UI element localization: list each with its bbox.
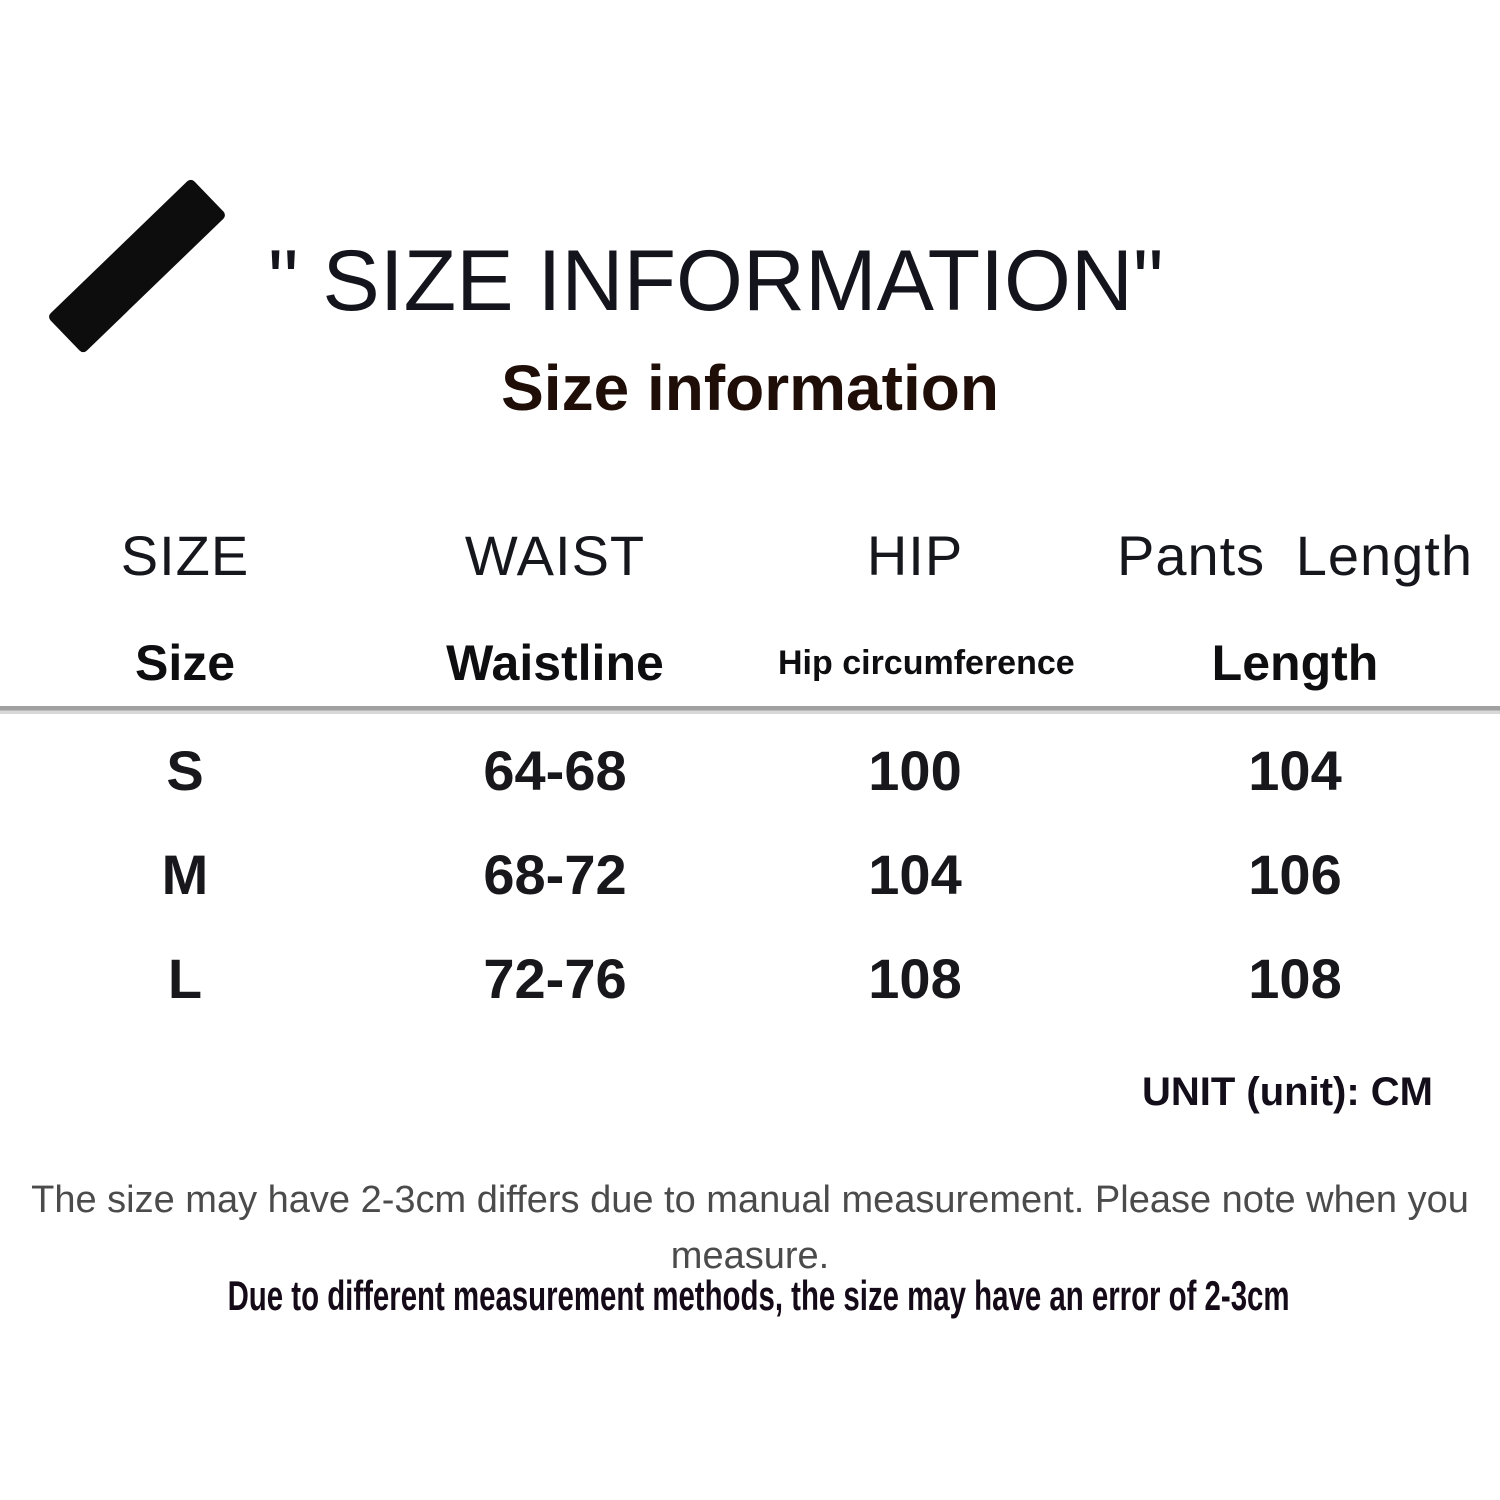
cell-size: M bbox=[161, 842, 209, 906]
table-body: S 64-68 100 104 M 68-72 104 106 L 72-76 … bbox=[0, 718, 1500, 1030]
cell-waist: 68-72 bbox=[483, 842, 627, 906]
column-label-size: Size bbox=[134, 635, 236, 691]
measurement-note-bold: Due to different measurement methods, th… bbox=[227, 1272, 1290, 1319]
cell-size: S bbox=[166, 738, 204, 802]
column-label-length: Length bbox=[1211, 635, 1379, 691]
column-header-waist-en: WAIST bbox=[464, 523, 646, 587]
table-row-l: L 72-76 108 108 bbox=[0, 926, 1500, 1030]
table-divider-line bbox=[0, 706, 1500, 714]
column-header-hip-en: HIP bbox=[866, 523, 964, 587]
page-title: " SIZE INFORMATION" bbox=[268, 233, 1164, 329]
table-row-s: S 64-68 100 104 bbox=[0, 718, 1500, 822]
column-header-size-en: SIZE bbox=[120, 523, 250, 587]
unit-note: UNIT (unit): CM bbox=[1141, 1070, 1433, 1114]
cell-hip: 104 bbox=[868, 842, 962, 906]
cell-length: 104 bbox=[1248, 738, 1342, 802]
measurement-note-bold-wrap: Due to different measurement methods, th… bbox=[0, 1272, 1500, 1320]
column-label-waistline: Waistline bbox=[446, 635, 664, 691]
table-header-row-label: Size Waistline Hip circumference Length bbox=[0, 618, 1500, 708]
table-row-m: M 68-72 104 106 bbox=[0, 822, 1500, 926]
cell-length: 108 bbox=[1248, 946, 1342, 1010]
measurement-note: The size may have 2-3cm differs due to m… bbox=[31, 1179, 1469, 1277]
column-header-pants-length-en: Pants Length bbox=[1116, 523, 1474, 587]
cell-size: L bbox=[167, 946, 203, 1010]
table-header-row-en: SIZE WAIST HIP Pants Length bbox=[0, 520, 1500, 590]
cell-length: 106 bbox=[1248, 842, 1342, 906]
cell-hip: 108 bbox=[868, 946, 962, 1010]
cell-waist: 64-68 bbox=[483, 738, 627, 802]
cell-hip: 100 bbox=[868, 738, 962, 802]
cell-waist: 72-76 bbox=[483, 946, 627, 1010]
page-subtitle: Size information bbox=[501, 352, 999, 424]
column-label-hip-circumference: Hip circumference bbox=[778, 644, 1075, 682]
diagonal-stripe-icon bbox=[47, 177, 227, 355]
